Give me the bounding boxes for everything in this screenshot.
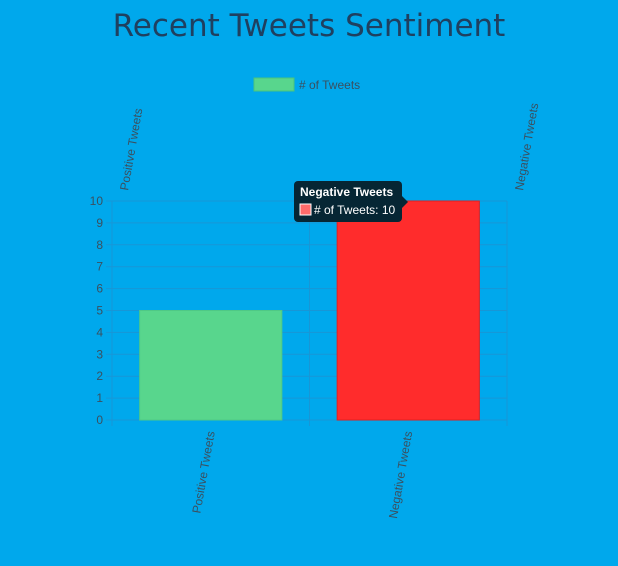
tooltip-background — [294, 181, 402, 222]
y-tick-label: 7 — [96, 260, 103, 274]
legend-label[interactable]: # of Tweets — [299, 78, 360, 92]
y-tick-label: 4 — [96, 325, 103, 339]
tooltip-title: Negative Tweets — [300, 185, 393, 199]
y-tick-label: 1 — [96, 391, 103, 405]
y-tick-label: 8 — [96, 238, 103, 252]
x-tick-label: Negative Tweets — [386, 430, 415, 520]
y-tick-label: 10 — [90, 194, 104, 208]
y-tick-label: 5 — [96, 304, 103, 318]
y-tick-label: 2 — [96, 369, 103, 383]
bar-negative-tweets[interactable] — [336, 200, 480, 421]
y-axis-ticks: 0 1 2 3 4 5 6 7 8 9 10 — [90, 194, 104, 427]
y-tick-label: 3 — [96, 347, 103, 361]
page-title: Recent Tweets Sentiment — [112, 8, 506, 44]
tooltip-caret — [402, 196, 408, 208]
y-tick-label: 0 — [96, 413, 103, 427]
legend-swatch[interactable] — [253, 77, 295, 92]
chart-bars — [139, 200, 480, 421]
chart-legend[interactable]: # of Tweets — [253, 77, 360, 92]
x-axis-labels: Positive Tweets Negative Tweets — [189, 430, 415, 520]
tooltip-swatch — [299, 203, 312, 216]
chart-tooltip: Negative Tweets # of Tweets: 10 — [294, 181, 408, 222]
x-tick-label: Positive Tweets — [189, 430, 217, 514]
x-top-tick-label: Positive Tweets — [117, 107, 145, 191]
y-tick-label: 6 — [96, 282, 103, 296]
x-axis-top-labels: Positive Tweets Negative Tweets — [117, 102, 541, 192]
y-tick-label: 9 — [96, 216, 103, 230]
bar-positive-tweets[interactable] — [139, 310, 283, 421]
x-top-tick-label: Negative Tweets — [512, 102, 541, 192]
tooltip-label: # of Tweets: 10 — [314, 203, 395, 217]
